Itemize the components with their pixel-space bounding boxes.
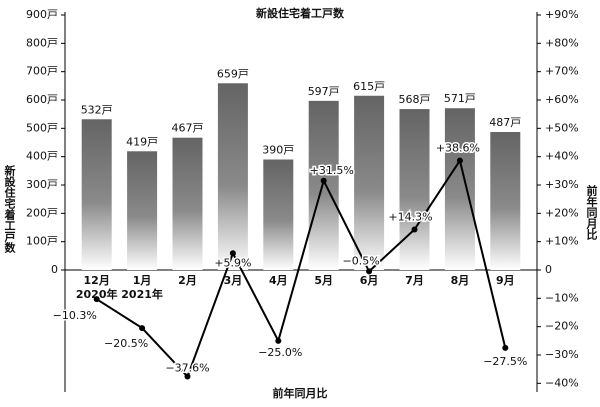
y-tick-label: 700戸 <box>26 65 58 78</box>
y2-axis-label: 前年同月比 <box>585 184 599 241</box>
line-value-label: −25.0% <box>258 346 302 359</box>
bar-value-label: 532戸 <box>81 103 113 116</box>
bar-value-label: 419戸 <box>126 135 158 148</box>
line-point <box>93 296 100 303</box>
line-point <box>139 325 146 332</box>
line-value-label: −20.5% <box>104 337 148 350</box>
line-value-label: −27.5% <box>483 355 527 368</box>
bar <box>490 132 521 270</box>
line <box>96 158 507 379</box>
y-tick-label: 900戸 <box>26 8 58 21</box>
x-tick-label: 5月 <box>314 274 333 287</box>
line-value-label: −10.3% <box>53 309 97 322</box>
line-point <box>456 157 463 164</box>
bar <box>81 119 112 271</box>
y2-tick-label: +90% <box>545 8 579 21</box>
x-tick-sublabel: 2021年 <box>121 287 163 301</box>
line-point <box>229 250 236 257</box>
bar-value-label: 659戸 <box>217 67 249 80</box>
x-tick-sublabel: 2020年 <box>76 287 118 301</box>
y-tick-label: 400戸 <box>26 150 58 163</box>
bar-value-label: 467戸 <box>172 122 204 135</box>
line-value-label: +5.9% <box>214 256 251 269</box>
y2-tick-label: +30% <box>545 178 579 191</box>
bar-value-label: 615戸 <box>353 80 385 93</box>
x-tick-label: 2月 <box>178 274 197 287</box>
x-tick-label: 4月 <box>269 274 288 287</box>
y2-tick-label: −10% <box>545 291 579 304</box>
line-point <box>275 337 282 344</box>
y2-tick-label: −40% <box>545 376 579 389</box>
y-tick-label: 100戸 <box>26 235 58 248</box>
line-point <box>184 373 191 380</box>
line-point <box>366 268 373 275</box>
y-tick-label: 600戸 <box>26 93 58 106</box>
bar-value-label: 597戸 <box>308 85 340 98</box>
y2-tick-label: −20% <box>545 320 579 333</box>
y2-tick-label: +80% <box>545 36 579 49</box>
y-tick-label: 800戸 <box>26 36 58 49</box>
y-tick-label: 200戸 <box>26 206 58 219</box>
y2-tick-label: +60% <box>545 93 579 106</box>
line-value-label: +38.6% <box>436 142 480 155</box>
bar <box>399 109 430 270</box>
bar-value-label: 390戸 <box>262 144 294 157</box>
x-tick-label: 1月 <box>133 274 152 287</box>
line-value-label: +14.3% <box>388 210 432 223</box>
bar <box>217 83 248 271</box>
y-tick-label: 300戸 <box>26 178 58 191</box>
bar <box>127 151 158 270</box>
x-tick-label: 6月 <box>360 274 379 287</box>
bar <box>444 108 475 270</box>
y2-tick-label: +40% <box>545 150 579 163</box>
x-tick-label: 3月 <box>224 274 243 287</box>
y2-tick-label: +20% <box>545 206 579 219</box>
x-tick-label: 9月 <box>496 274 515 287</box>
line-value-label: −0.5% <box>343 254 380 267</box>
y2-tick-label: 0 <box>545 263 552 276</box>
y2-tick-label: −30% <box>545 348 579 361</box>
y-axis-label: 新設住宅着工戸数 <box>3 164 17 254</box>
bar-value-label: 487戸 <box>489 116 521 129</box>
bar <box>354 95 385 270</box>
bar <box>263 159 294 270</box>
line-point <box>411 226 418 233</box>
y2-tick-label: +70% <box>545 65 579 78</box>
line-value-label: +31.5% <box>310 164 354 177</box>
y2-tick-label: +50% <box>545 121 579 134</box>
y2-tick-label: +10% <box>545 235 579 248</box>
x-tick-label: 7月 <box>405 274 424 287</box>
x-tick-label: 8月 <box>451 274 470 287</box>
x-axis-label: 前年同月比 <box>273 386 328 400</box>
bar <box>308 100 339 270</box>
bar-value-label: 568戸 <box>399 93 431 106</box>
y-tick-label: 0 <box>51 263 58 276</box>
bar-value-label: 571戸 <box>444 92 476 105</box>
line-point <box>320 177 327 184</box>
y-tick-label: 500戸 <box>26 121 58 134</box>
chart-title: 新設住宅着工戸数 <box>256 6 345 20</box>
x-tick-label: 12月 <box>84 274 110 287</box>
line-value-label: −37.6% <box>165 362 209 375</box>
bar <box>172 137 203 270</box>
line-point <box>502 344 509 351</box>
